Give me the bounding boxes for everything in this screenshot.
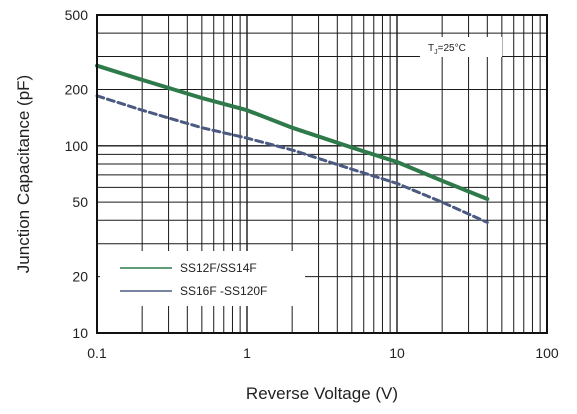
legend-box xyxy=(100,251,305,306)
x-tick-label: 0.1 xyxy=(87,345,107,361)
annotation-main: T xyxy=(428,43,434,54)
y-tick-label: 10 xyxy=(72,325,88,341)
x-tick-label: 10 xyxy=(389,345,405,361)
y-tick-label: 50 xyxy=(72,194,88,210)
annotation-background xyxy=(420,37,502,57)
series-line-2 xyxy=(95,94,489,224)
y-tick-label: 200 xyxy=(65,81,89,97)
legend-label-2: SS16F -SS120F xyxy=(180,284,267,298)
y-tick-label: 100 xyxy=(65,138,89,154)
annotation-sub: J xyxy=(434,49,438,56)
y-tick-labels: 10 20 50 100 200 500 xyxy=(65,7,89,341)
grid-lines xyxy=(97,15,547,333)
plot-frame xyxy=(96,14,548,334)
x-tick-labels: 0.1 1 10 100 xyxy=(87,345,559,361)
x-tick-label: 1 xyxy=(243,345,251,361)
x-tick-label: 100 xyxy=(535,345,559,361)
series-lines xyxy=(95,63,490,224)
legend-label-1: SS12F/SS14F xyxy=(180,261,257,275)
series-line-1 xyxy=(95,63,490,201)
annotation-rest: =25°C xyxy=(438,43,466,54)
y-axis-label: Junction Capacitance (pF) xyxy=(14,75,33,273)
temperature-annotation: TJ=25°C xyxy=(428,43,466,56)
y-tick-label: 20 xyxy=(72,269,88,285)
y-tick-label: 500 xyxy=(65,7,89,23)
legend: SS12F/SS14F SS16F -SS120F xyxy=(120,261,267,298)
x-axis-label: Reverse Voltage (V) xyxy=(246,384,398,403)
